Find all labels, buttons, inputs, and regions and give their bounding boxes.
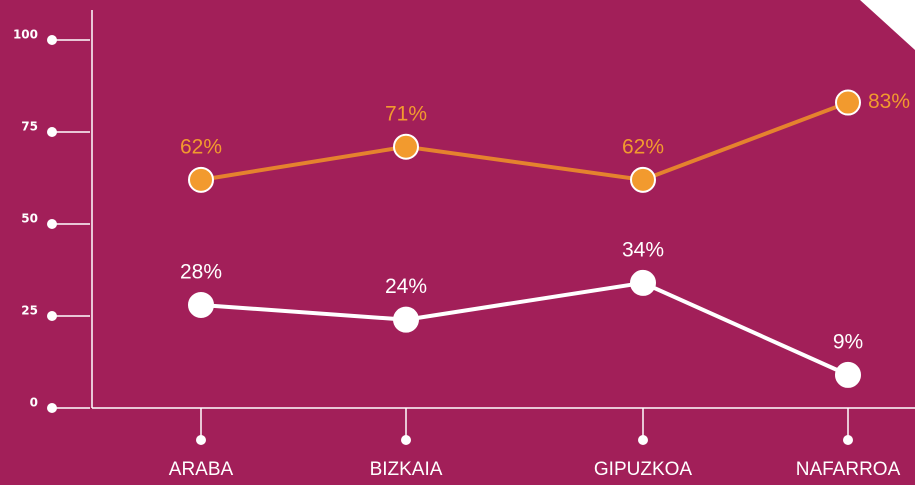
x-tick-dot	[196, 435, 206, 445]
point	[630, 166, 656, 193]
point	[188, 166, 214, 193]
value-label: 83%	[868, 90, 910, 113]
point	[393, 306, 419, 333]
value-label: 34%	[622, 238, 664, 261]
value-label: 62%	[180, 135, 222, 158]
y-tick-dot	[47, 311, 57, 321]
y-tick-dot	[47, 403, 57, 413]
line	[200, 280, 849, 377]
x-tick-label: GIPUZKOA	[594, 459, 693, 480]
y-tick-label: 50	[21, 212, 38, 226]
x-tick-dot	[638, 435, 648, 445]
value-label: 71%	[385, 102, 427, 125]
value-label: 9%	[833, 330, 863, 353]
y-tick-label: 75	[21, 120, 38, 134]
point	[835, 89, 861, 116]
y-tick-label: 25	[21, 304, 38, 318]
value-label: 28%	[180, 261, 222, 284]
x-tick-dot	[401, 435, 411, 445]
y-tick-dot	[47, 219, 57, 229]
line	[200, 100, 849, 182]
y-tick-dot	[47, 35, 57, 45]
corner	[860, 0, 915, 50]
x-tick-label: ARABA	[169, 459, 234, 480]
x-tick-label: NAFARROA	[796, 459, 901, 480]
point	[393, 133, 419, 160]
x-tick-label: BIZKAIA	[370, 459, 443, 480]
x-tick-dot	[843, 435, 853, 445]
point	[188, 291, 214, 318]
y-tick-dot	[47, 127, 57, 137]
y-tick-label: 0	[30, 396, 38, 410]
value-label: 62%	[622, 135, 664, 158]
value-label: 24%	[385, 275, 427, 298]
point	[835, 361, 861, 388]
y-tick-label: 100	[13, 28, 38, 42]
point	[630, 269, 656, 296]
